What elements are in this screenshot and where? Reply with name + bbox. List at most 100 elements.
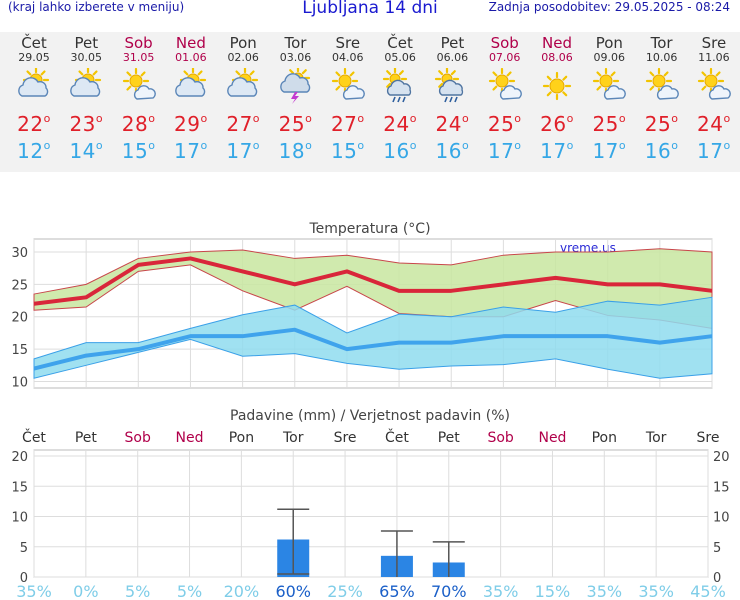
day-name: Ned xyxy=(542,34,572,52)
day-name: Pet xyxy=(74,34,99,52)
min-temperature: 17o xyxy=(487,139,522,163)
day-date: 29.05 xyxy=(18,51,50,64)
max-temperature-line xyxy=(33,256,713,306)
day-column: Pet 06.06 24o 16o xyxy=(426,32,478,163)
partly-cloudy-icon xyxy=(217,64,269,108)
sun-cloud-icon xyxy=(636,64,688,108)
min-temperature: 17o xyxy=(174,139,208,163)
y-tick-label: 20 xyxy=(11,311,28,326)
precipitation-probability: 15% xyxy=(535,582,571,600)
y-tick-label: 30 xyxy=(11,246,28,261)
min-temperature-band xyxy=(33,296,713,379)
y-tick-label-left: 5 xyxy=(20,541,28,556)
max-temperature: 27o xyxy=(330,112,365,136)
partly-cloudy-icon xyxy=(8,64,60,108)
thunderstorm-icon xyxy=(270,64,322,108)
precipitation-probability: 65% xyxy=(379,582,415,600)
day-name: Sob xyxy=(490,34,519,52)
precipitation-probability: 5% xyxy=(125,582,150,600)
sun-cloud-icon xyxy=(479,64,531,108)
day-date: 05.06 xyxy=(384,51,416,64)
day-date: 08.06 xyxy=(541,51,573,64)
day-name: Sre xyxy=(335,34,361,52)
x-tick-label: Sob xyxy=(125,430,151,446)
x-tick-label: Sre xyxy=(334,430,357,446)
x-tick-label: Čet xyxy=(22,428,46,446)
max-temperature: 25o xyxy=(487,112,522,136)
day-date: 09.06 xyxy=(593,51,626,64)
precipitation-probability: 35% xyxy=(483,582,519,600)
page-title: Ljubljana 14 dni xyxy=(302,0,438,18)
x-tick-label: Ned xyxy=(176,430,204,446)
y-tick-label-right: 0 xyxy=(713,571,721,586)
x-tick-label: Tor xyxy=(645,430,667,446)
daily-forecast-strip: Čet 29.05 22o 12o Pet 30.05 23o 14o Sob 31.05 28o 1… xyxy=(0,32,740,172)
x-tick-label: Sre xyxy=(697,430,720,446)
y-tick-label-right: 20 xyxy=(713,450,730,465)
chart-title: Padavine (mm) / Verjetnost padavin (%) xyxy=(230,408,510,424)
day-name: Čet xyxy=(387,34,413,52)
precipitation-probability: 0% xyxy=(73,582,98,600)
precipitation-probability: 45% xyxy=(690,582,726,600)
sunny-icon xyxy=(531,64,583,108)
min-temperature: 17o xyxy=(592,139,627,163)
sun-rain-icon xyxy=(374,64,426,108)
y-tick-label: 15 xyxy=(11,343,28,358)
y-tick-label-left: 15 xyxy=(11,480,28,495)
day-date: 11.06 xyxy=(698,51,730,64)
min-temperature: 15o xyxy=(121,139,156,163)
partly-cloudy-icon xyxy=(60,64,112,108)
day-column: Tor 10.06 25o 16o xyxy=(636,32,688,163)
x-tick-label: Pet xyxy=(75,430,98,446)
y-tick-label: 10 xyxy=(11,376,28,391)
y-tick-label: 25 xyxy=(11,278,28,293)
day-column: Pon 02.06 27o 17o xyxy=(217,32,269,163)
day-name: Ned xyxy=(175,34,206,52)
precipitation-probability: 35% xyxy=(587,582,623,600)
precipitation-probability: 5% xyxy=(177,582,202,600)
day-column: Pet 30.05 23o 14o xyxy=(60,32,112,163)
min-temperature: 16o xyxy=(435,139,470,163)
sun-rain-icon xyxy=(426,64,478,108)
x-tick-label: Sob xyxy=(487,430,513,446)
min-temperature: 18o xyxy=(278,139,313,163)
day-column: Sre 11.06 24o 17o xyxy=(688,32,740,163)
x-tick-label: Ned xyxy=(538,430,566,446)
day-column: Čet 05.06 24o 16o xyxy=(374,32,426,163)
min-temperature: 17o xyxy=(697,139,731,163)
day-date: 02.06 xyxy=(227,51,259,64)
max-temperature: 25o xyxy=(278,112,313,136)
sun-cloud-icon xyxy=(113,64,165,108)
day-column: Ned 01.06 29o 17o xyxy=(165,32,217,163)
day-column: Sre 04.06 27o 15o xyxy=(322,32,374,163)
chart-title: Temperatura (°C) xyxy=(308,221,430,237)
max-temperature: 24o xyxy=(435,112,470,136)
precipitation-probability: 60% xyxy=(275,582,311,600)
min-temperature: 14o xyxy=(69,139,104,163)
min-temperature: 17o xyxy=(226,139,261,163)
plot-area xyxy=(33,449,709,578)
precipitation-probability: 35% xyxy=(16,582,52,600)
x-tick-label: Pon xyxy=(229,430,254,446)
max-temperature: 25o xyxy=(592,112,627,136)
max-temperature: 22o xyxy=(17,112,51,136)
max-temperature: 27o xyxy=(226,112,261,136)
day-column: Ned 08.06 26o 17o xyxy=(531,32,583,163)
day-date: 07.06 xyxy=(488,51,521,64)
precipitation-chart: Padavine (mm) / Verjetnost padavin (%) Če… xyxy=(11,408,730,600)
min-temperature: 17o xyxy=(540,139,574,163)
day-date: 06.06 xyxy=(436,51,469,64)
y-tick-label-left: 10 xyxy=(11,511,28,526)
precipitation-probability: 20% xyxy=(224,582,260,600)
sun-cloud-icon xyxy=(322,64,374,108)
day-name: Tor xyxy=(284,34,307,52)
precipitation-probability: 70% xyxy=(431,582,467,600)
day-date: 30.05 xyxy=(70,51,103,64)
day-date: 03.06 xyxy=(279,51,312,64)
max-temperature: 24o xyxy=(383,112,417,136)
day-date: 04.06 xyxy=(332,51,364,64)
precipitation-probability: 25% xyxy=(327,582,363,600)
x-tick-label: Pet xyxy=(438,430,461,446)
day-date: 31.05 xyxy=(122,51,155,64)
